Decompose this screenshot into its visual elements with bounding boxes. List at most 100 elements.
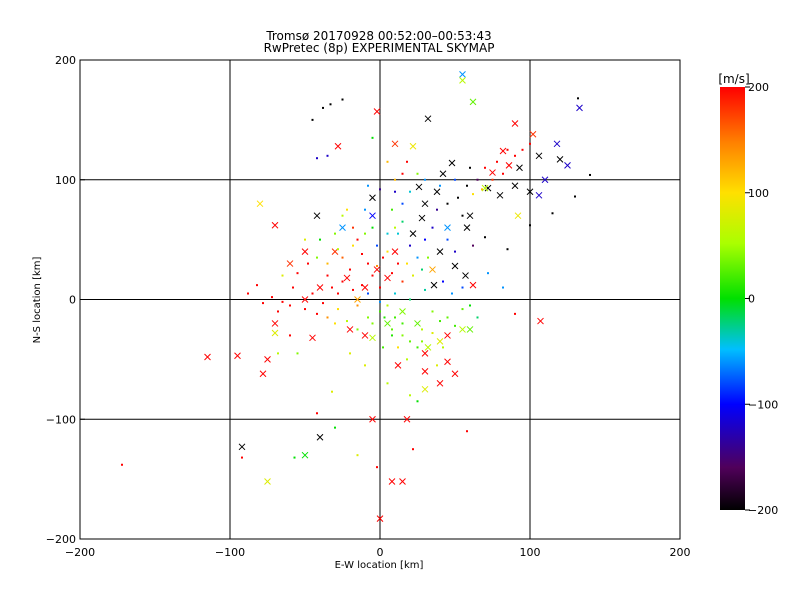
data-point-dot (341, 214, 344, 217)
data-point-dot (349, 352, 351, 355)
data-point-cross (556, 156, 564, 163)
data-point-cross (514, 212, 522, 220)
data-point-cross (451, 370, 459, 378)
data-point-dot (401, 202, 404, 205)
data-point-dot (484, 166, 486, 169)
data-point-dot (256, 284, 258, 287)
y-tick-label: −200 (46, 533, 76, 546)
data-point-dot (376, 264, 378, 267)
data-point-cross (271, 221, 279, 229)
data-point-dot (461, 214, 464, 217)
data-point-cross (369, 415, 376, 423)
data-point-dot (277, 310, 279, 313)
data-point-dot (311, 118, 314, 121)
data-point-cross (264, 356, 271, 363)
data-point-dot (376, 466, 378, 469)
data-point-dot (121, 463, 123, 466)
data-point-cross (511, 182, 519, 190)
data-point-dot (391, 208, 393, 211)
data-point-dot (472, 193, 474, 196)
data-point-cross (376, 515, 384, 522)
data-point-dot (379, 188, 381, 191)
data-point-cross (361, 332, 369, 339)
scatter-points (121, 71, 591, 522)
data-point-cross (421, 385, 429, 393)
data-point-dot (454, 178, 456, 181)
data-point-dot (397, 232, 399, 235)
data-point-dot (382, 346, 384, 349)
data-point-cross (516, 164, 523, 172)
data-point-cross (339, 224, 346, 232)
data-point-cross (451, 262, 459, 270)
chart-subtitle: RwPretec (8p) EXPERIMENTAL SKYMAP (264, 41, 495, 55)
data-point-cross (489, 169, 496, 176)
data-point-cross (271, 320, 279, 327)
data-point-dot (394, 226, 396, 229)
data-point-dot (334, 322, 336, 325)
data-point-cross (436, 248, 444, 255)
data-point-dot (281, 274, 284, 277)
data-point-dot (386, 232, 389, 235)
data-point-cross (418, 214, 426, 222)
colorbar-tick-label: −200 (748, 504, 778, 517)
data-point-cross (439, 170, 447, 178)
y-axis-label: N-S location [km] (32, 257, 43, 344)
data-point-dot (367, 262, 369, 265)
data-point-dot (394, 190, 396, 193)
data-point-dot (406, 262, 408, 265)
data-point-cross (576, 104, 583, 112)
data-point-dot (364, 364, 366, 367)
data-point-cross (496, 191, 504, 199)
data-point-cross (343, 274, 351, 282)
data-point-dot (416, 346, 419, 349)
data-point-dot (491, 178, 494, 181)
data-point-dot (502, 172, 504, 175)
data-point-dot (457, 196, 459, 199)
y-tick-label: 200 (55, 54, 76, 67)
y-tick-label: −100 (46, 413, 76, 426)
data-point-dot (277, 352, 279, 355)
data-point-dot (424, 288, 426, 291)
data-point-dot (469, 166, 471, 169)
data-point-dot (461, 308, 464, 311)
data-point-dot (496, 160, 498, 163)
data-point-dot (401, 220, 404, 223)
data-point-dot (472, 244, 474, 247)
data-point-dot (469, 304, 471, 307)
data-point-cross (286, 260, 294, 267)
data-point-dot (529, 224, 531, 227)
data-point-dot (461, 286, 464, 289)
data-point-cross (264, 478, 271, 485)
x-tick-label: 0 (377, 546, 384, 559)
data-point-dot (529, 142, 531, 145)
data-point-cross (499, 147, 507, 155)
data-point-dot (401, 280, 404, 283)
data-point-cross (238, 443, 246, 451)
data-point-dot (481, 188, 483, 191)
data-point-cross (436, 379, 444, 387)
data-point-cross (316, 284, 324, 291)
data-point-dot (271, 296, 273, 299)
data-point-dot (442, 280, 444, 283)
data-point-dot (589, 173, 591, 176)
colorbar-tick-label: 0 (748, 293, 755, 306)
data-point-cross (301, 248, 309, 255)
data-point-dot (397, 262, 399, 265)
data-point-cross (469, 281, 477, 289)
data-point-dot (331, 286, 333, 289)
data-point-cross (369, 194, 376, 202)
data-point-dot (484, 236, 486, 239)
data-point-dot (446, 202, 449, 205)
data-point-dot (431, 332, 434, 335)
data-point-dot (436, 208, 438, 211)
data-point-dot (424, 178, 426, 181)
data-point-dot (341, 98, 344, 101)
y-tick-label: 0 (69, 294, 76, 307)
data-point-dot (394, 178, 396, 181)
data-point-cross (316, 433, 324, 441)
data-point-cross (430, 281, 438, 289)
data-point-dot (421, 328, 423, 331)
data-point-dot (281, 300, 284, 303)
data-point-dot (514, 312, 516, 315)
data-point-dot (416, 400, 419, 403)
